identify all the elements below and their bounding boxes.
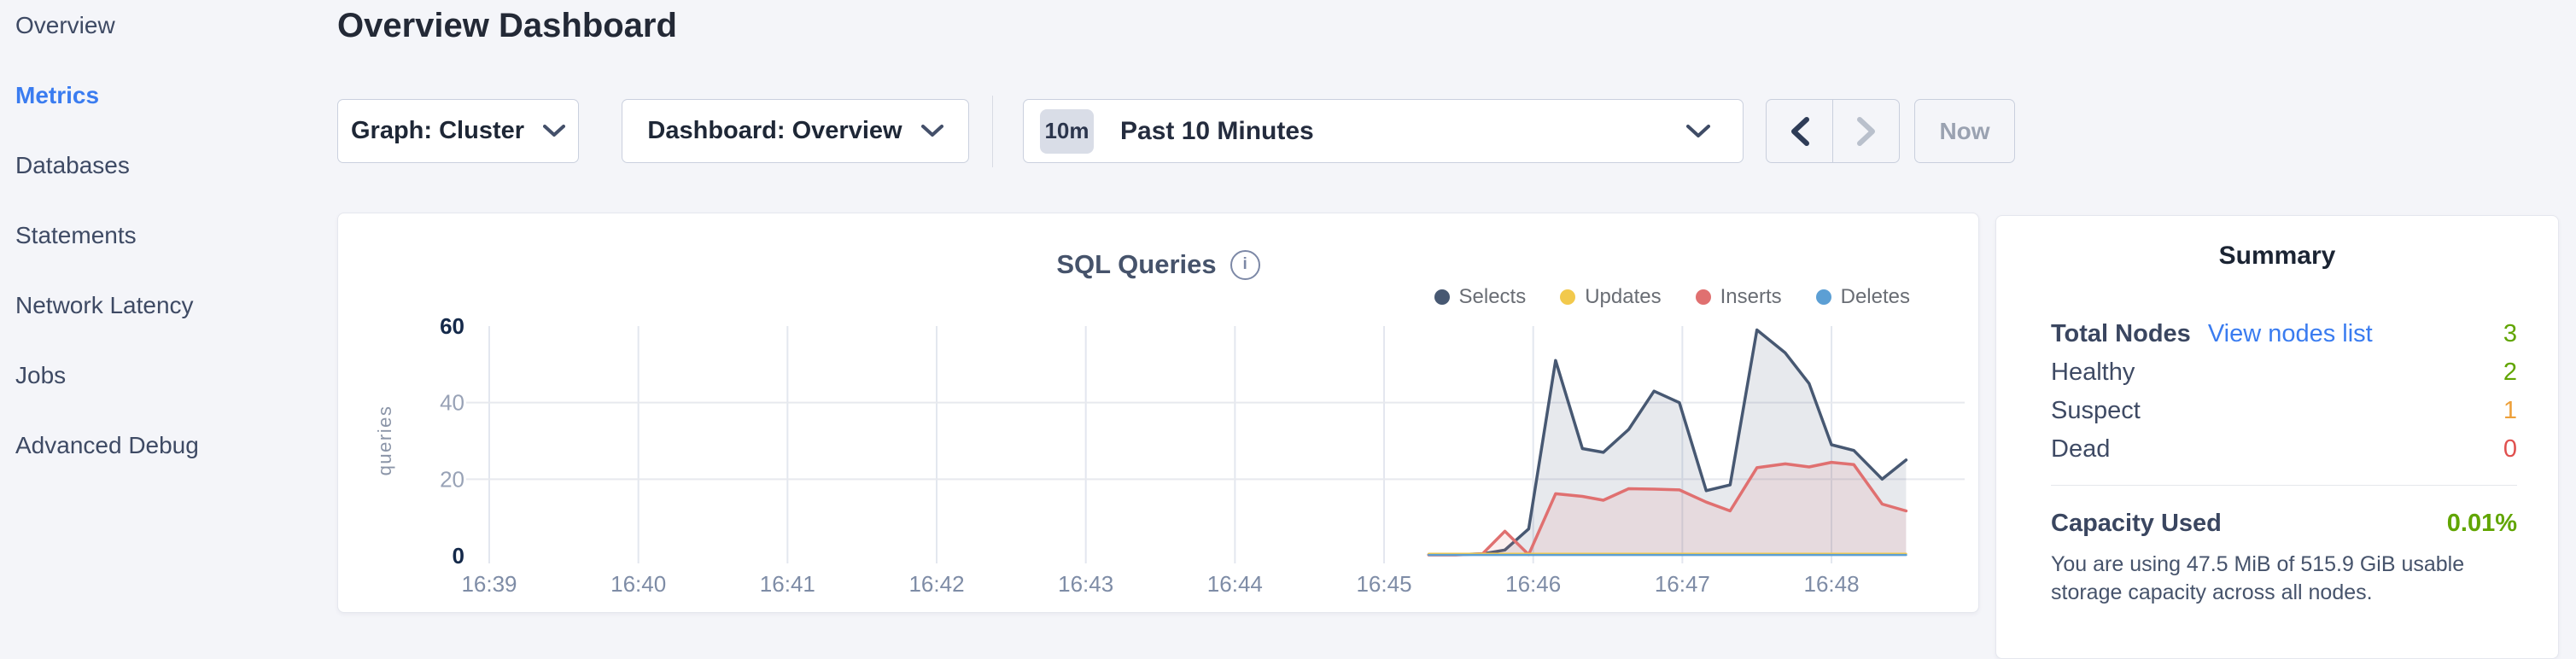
total-nodes-row: Total Nodes View nodes list 3 — [2051, 320, 2517, 347]
svg-text:16:48: 16:48 — [1803, 571, 1859, 597]
svg-text:16:43: 16:43 — [1058, 571, 1113, 597]
time-prev-button[interactable] — [1767, 100, 1832, 162]
dead-label: Dead — [2051, 435, 2111, 463]
sidebar-item-overview[interactable]: Overview — [15, 12, 115, 38]
capacity-row: Capacity Used 0.01% — [2051, 510, 2517, 537]
dashboard-dropdown[interactable]: Dashboard: Overview — [622, 99, 969, 163]
svg-text:16:47: 16:47 — [1655, 571, 1710, 597]
sidebar: Overview Metrics Databases Statements Ne… — [15, 12, 199, 458]
svg-text:16:40: 16:40 — [610, 571, 666, 597]
chevron-down-icon — [1686, 124, 1710, 137]
svg-text:40: 40 — [440, 390, 464, 416]
healthy-nodes-row: Healthy 2 — [2051, 359, 2517, 386]
svg-text:16:39: 16:39 — [461, 571, 517, 597]
sql-queries-plot[interactable]: 16:39 16:40 16:41 16:42 16:43 16:44 16:45 16:46… — [338, 213, 1980, 614]
chart-title: SQL Queries — [1056, 249, 1217, 279]
legend-item-updates[interactable]: Updates — [1560, 285, 1662, 309]
capacity-label: Capacity Used — [2051, 510, 2222, 537]
graph-dropdown-label: Graph: Cluster — [350, 117, 525, 144]
time-range-badge: 10m — [1040, 108, 1094, 154]
healthy-label: Healthy — [2051, 359, 2135, 386]
chevron-left-icon — [1790, 116, 1809, 146]
svg-text:16:42: 16:42 — [908, 571, 964, 597]
time-range-dropdown[interactable]: 10m Past 10 Minutes — [1023, 99, 1744, 163]
svg-text:16:44: 16:44 — [1207, 571, 1263, 597]
summary-divider — [2051, 485, 2517, 486]
info-icon[interactable]: i — [1230, 249, 1260, 280]
total-nodes-label: Total Nodes — [2051, 320, 2191, 347]
suspect-label: Suspect — [2051, 397, 2141, 424]
time-next-button[interactable] — [1832, 100, 1899, 162]
inserts-dot-icon — [1695, 289, 1711, 305]
chart-legend: Selects Updates Inserts Deletes — [1434, 285, 1910, 309]
svg-text:queries: queries — [374, 405, 395, 476]
legend-item-deletes[interactable]: Deletes — [1815, 285, 1910, 309]
legend-label: Updates — [1585, 285, 1662, 308]
sidebar-item-statements[interactable]: Statements — [15, 222, 137, 248]
capacity-value: 0.01% — [2446, 510, 2517, 537]
svg-text:16:46: 16:46 — [1505, 571, 1561, 597]
legend-item-selects[interactable]: Selects — [1434, 285, 1527, 309]
svg-text:16:41: 16:41 — [760, 571, 815, 597]
selects-dot-icon — [1434, 289, 1450, 305]
graph-dropdown[interactable]: Graph: Cluster — [337, 99, 579, 163]
svg-text:60: 60 — [440, 313, 464, 339]
chevron-right-icon — [1856, 116, 1875, 146]
svg-text:0: 0 — [453, 543, 464, 569]
legend-label: Inserts — [1720, 285, 1782, 308]
page-title: Overview Dashboard — [337, 7, 677, 44]
sidebar-item-metrics[interactable]: Metrics — [15, 82, 100, 108]
time-range-label: Past 10 Minutes — [1120, 116, 1314, 145]
now-button[interactable]: Now — [1914, 99, 2015, 163]
healthy-value: 2 — [2503, 359, 2517, 386]
sql-queries-chart-card: SQL Queries i Selects Updates Inserts De… — [337, 213, 1979, 613]
legend-item-inserts[interactable]: Inserts — [1695, 285, 1782, 309]
view-nodes-list-link[interactable]: View nodes list — [2207, 320, 2373, 347]
legend-label: Selects — [1458, 285, 1527, 308]
updates-dot-icon — [1560, 289, 1576, 305]
suspect-nodes-row: Suspect 1 — [2051, 397, 2517, 424]
summary-panel: Summary Total Nodes View nodes list 3 He… — [1995, 215, 2559, 659]
legend-label: Deletes — [1840, 285, 1910, 308]
capacity-note: You are using 47.5 MiB of 515.9 GiB usab… — [2051, 552, 2465, 604]
svg-text:16:45: 16:45 — [1356, 571, 1411, 597]
total-nodes-value: 3 — [2503, 320, 2517, 347]
sidebar-item-databases[interactable]: Databases — [15, 152, 130, 178]
dashboard-dropdown-label: Dashboard: Overview — [647, 117, 902, 144]
suspect-value: 1 — [2503, 397, 2517, 424]
summary-title: Summary — [2218, 242, 2336, 270]
chevron-down-icon — [920, 125, 943, 137]
svg-text:20: 20 — [440, 466, 464, 492]
deletes-dot-icon — [1815, 289, 1831, 305]
controls-divider — [992, 96, 993, 167]
dead-value: 0 — [2503, 435, 2517, 463]
sidebar-item-network-latency[interactable]: Network Latency — [15, 292, 194, 318]
time-step-group — [1766, 99, 1900, 163]
chevron-down-icon — [543, 125, 566, 137]
sidebar-item-advanced-debug[interactable]: Advanced Debug — [15, 432, 199, 458]
sidebar-item-jobs[interactable]: Jobs — [15, 362, 67, 388]
dead-nodes-row: Dead 0 — [2051, 435, 2517, 463]
